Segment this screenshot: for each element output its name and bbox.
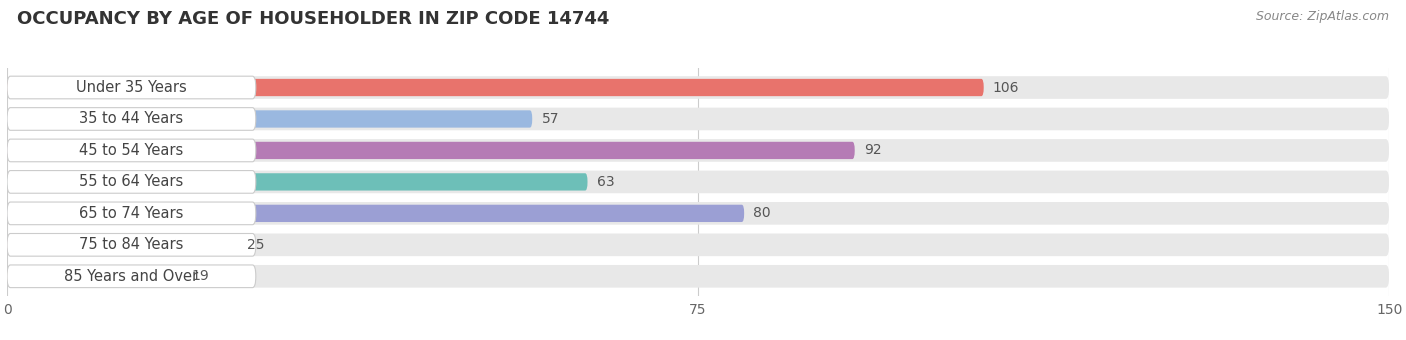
FancyBboxPatch shape (7, 139, 1389, 162)
Text: 45 to 54 Years: 45 to 54 Years (79, 143, 184, 158)
FancyBboxPatch shape (7, 76, 256, 99)
FancyBboxPatch shape (7, 139, 256, 162)
Text: 57: 57 (541, 112, 560, 126)
FancyBboxPatch shape (7, 268, 183, 285)
Text: Source: ZipAtlas.com: Source: ZipAtlas.com (1256, 10, 1389, 23)
Text: 25: 25 (246, 238, 264, 252)
Text: OCCUPANCY BY AGE OF HOUSEHOLDER IN ZIP CODE 14744: OCCUPANCY BY AGE OF HOUSEHOLDER IN ZIP C… (17, 10, 609, 28)
FancyBboxPatch shape (7, 234, 256, 256)
FancyBboxPatch shape (7, 205, 744, 222)
Text: 80: 80 (754, 206, 770, 220)
FancyBboxPatch shape (7, 236, 238, 254)
FancyBboxPatch shape (7, 142, 855, 159)
FancyBboxPatch shape (7, 202, 256, 225)
Text: Under 35 Years: Under 35 Years (76, 80, 187, 95)
Text: 65 to 74 Years: 65 to 74 Years (79, 206, 184, 221)
Text: 19: 19 (191, 269, 209, 283)
FancyBboxPatch shape (7, 108, 256, 130)
Text: 75 to 84 Years: 75 to 84 Years (79, 237, 184, 252)
Text: 35 to 44 Years: 35 to 44 Years (79, 112, 183, 126)
FancyBboxPatch shape (7, 234, 1389, 256)
FancyBboxPatch shape (7, 110, 533, 128)
FancyBboxPatch shape (7, 202, 1389, 225)
FancyBboxPatch shape (7, 173, 588, 190)
FancyBboxPatch shape (7, 265, 1389, 288)
Text: 106: 106 (993, 81, 1019, 95)
Text: 85 Years and Over: 85 Years and Over (65, 269, 198, 284)
FancyBboxPatch shape (7, 171, 1389, 193)
FancyBboxPatch shape (7, 265, 256, 288)
FancyBboxPatch shape (7, 76, 1389, 99)
Text: 55 to 64 Years: 55 to 64 Years (79, 174, 184, 189)
FancyBboxPatch shape (7, 79, 984, 96)
Text: 63: 63 (596, 175, 614, 189)
FancyBboxPatch shape (7, 171, 256, 193)
FancyBboxPatch shape (7, 108, 1389, 130)
Text: 92: 92 (863, 143, 882, 157)
